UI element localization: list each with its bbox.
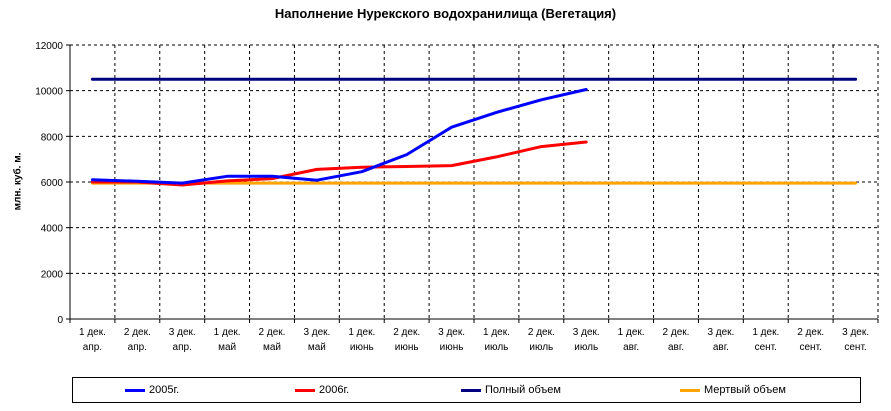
legend-swatch bbox=[295, 388, 315, 392]
x-tick-label: апр. bbox=[128, 342, 147, 353]
x-tick-label: сент. bbox=[799, 342, 821, 353]
y-tick-label: 12000 bbox=[35, 41, 63, 52]
legend-swatch bbox=[680, 388, 700, 392]
legend-item: Мертвый объем bbox=[680, 383, 786, 397]
x-tick-label: июнь bbox=[395, 342, 419, 353]
x-tick-label: 2 дек. bbox=[663, 327, 690, 338]
x-tick-label: 3 дек. bbox=[842, 327, 869, 338]
x-tick-label: май bbox=[263, 342, 281, 353]
y-tick-label: 2000 bbox=[41, 269, 64, 280]
series-line-2 bbox=[90, 140, 588, 187]
y-tick-label: 4000 bbox=[41, 224, 64, 235]
x-tick-label: июль bbox=[574, 342, 598, 353]
x-tick-label: июль bbox=[484, 342, 508, 353]
legend-label: Мертвый объем bbox=[704, 384, 786, 396]
x-tick-label: 1 дек. bbox=[483, 327, 510, 338]
y-tick-label: 0 bbox=[57, 315, 63, 326]
legend-item: 2005г. bbox=[125, 383, 179, 397]
legend-swatch bbox=[461, 388, 481, 392]
x-tick-label: июнь bbox=[440, 342, 464, 353]
x-tick-label: июль bbox=[529, 342, 553, 353]
x-tick-label: май bbox=[218, 342, 236, 353]
y-tick-label: 6000 bbox=[41, 178, 64, 189]
x-tick-label: 3 дек. bbox=[303, 327, 330, 338]
x-tick-label: авг. bbox=[623, 342, 639, 353]
legend-swatch bbox=[125, 388, 145, 392]
x-tick-label: 3 дек. bbox=[573, 327, 600, 338]
legend-label: 2005г. bbox=[149, 384, 180, 396]
x-tick-label: 1 дек. bbox=[752, 327, 779, 338]
x-tick-label: 2 дек. bbox=[259, 327, 286, 338]
legend-item: 2006г. bbox=[295, 383, 349, 397]
x-tick-label: авг. bbox=[713, 342, 729, 353]
x-tick-label: 2 дек. bbox=[528, 327, 555, 338]
line-chart: 0 2000 4000 6000 8000 10000 12000 1 дек. апр. 2 д… bbox=[35, 41, 879, 353]
x-tick-label: 1 дек. bbox=[79, 327, 106, 338]
x-tick-label: апр. bbox=[173, 342, 192, 353]
x-tick-label: авг. bbox=[668, 342, 684, 353]
x-tick-label: май bbox=[308, 342, 326, 353]
legend-label: Полный объем bbox=[485, 384, 561, 396]
x-tick-label: сент. bbox=[844, 342, 866, 353]
x-tick-label: 2 дек. bbox=[797, 327, 824, 338]
x-tick-label: 2 дек. bbox=[124, 327, 151, 338]
x-tick-label: 3 дек. bbox=[438, 327, 465, 338]
y-tick-label: 10000 bbox=[35, 87, 63, 98]
legend-label: 2006г. bbox=[319, 384, 350, 396]
series-line-1 bbox=[90, 88, 588, 185]
chart-title: Наполнение Нурекского водохранилища (Вег… bbox=[274, 6, 617, 21]
x-tick-label: 3 дек. bbox=[169, 327, 196, 338]
x-tick-label: 1 дек. bbox=[214, 327, 241, 338]
x-tick-label: 1 дек. bbox=[618, 327, 645, 338]
y-tick-label: 8000 bbox=[41, 132, 64, 143]
x-tick-label: апр. bbox=[83, 342, 102, 353]
x-tick-label: 1 дек. bbox=[348, 327, 375, 338]
x-tick-label: 3 дек. bbox=[707, 327, 734, 338]
legend: 2005г. 2006г. Полный объем Мертвый объем bbox=[72, 377, 861, 403]
legend-item: Полный объем bbox=[461, 383, 561, 397]
x-tick-label: июнь bbox=[350, 342, 374, 353]
x-tick-label: сент. bbox=[755, 342, 777, 353]
x-tick-label: 2 дек. bbox=[393, 327, 420, 338]
